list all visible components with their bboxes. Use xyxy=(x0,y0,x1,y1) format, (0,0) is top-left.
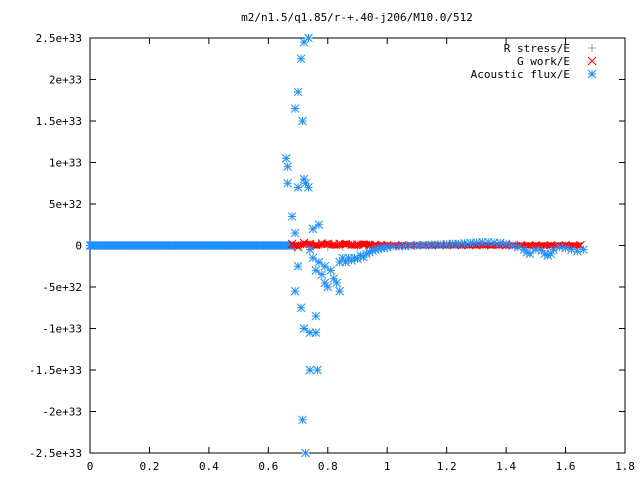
y-axis: 2.5e+33 2e+33 1.5e+33 1e+33 5e+32 0 -5e+32 -1e+… xyxy=(29,32,625,460)
data-point xyxy=(290,286,300,296)
data-point xyxy=(579,245,588,255)
data-point xyxy=(531,245,541,255)
data-point xyxy=(293,183,303,192)
data-point xyxy=(296,54,306,64)
x-tick-label: 0.6 xyxy=(258,460,278,473)
data-point xyxy=(561,243,570,253)
data-point xyxy=(567,245,576,255)
x-axis: 0 0.2 0.4 0.6 0.8 1 1.2 1.4 1.6 1.8 xyxy=(87,38,635,473)
y-tick-label: 1.5e+33 xyxy=(36,115,82,128)
y-tick-label: 1e+33 xyxy=(49,157,82,170)
data-point xyxy=(317,270,327,279)
x-tick-label: 1.6 xyxy=(556,460,576,473)
data-point xyxy=(298,116,307,126)
data-point xyxy=(311,328,321,338)
data-point xyxy=(311,266,321,275)
data-point xyxy=(293,242,303,252)
data-points xyxy=(85,33,588,458)
legend-label: Acoustic flux/E xyxy=(471,68,570,81)
data-point xyxy=(283,162,293,172)
data-point xyxy=(335,286,345,296)
data-point xyxy=(299,324,309,333)
data-point xyxy=(587,69,597,79)
data-point xyxy=(298,415,307,425)
data-point xyxy=(314,257,324,267)
data-point xyxy=(313,365,322,375)
data-point xyxy=(574,241,581,249)
y-tick-label: -1e+33 xyxy=(42,323,82,336)
data-point xyxy=(304,33,313,43)
data-point xyxy=(495,238,505,248)
data-point xyxy=(304,183,313,192)
x-tick-label: 1.4 xyxy=(496,460,516,473)
data-point xyxy=(296,303,306,313)
data-point xyxy=(308,253,318,263)
data-point xyxy=(323,282,333,292)
data-point xyxy=(283,178,293,188)
y-tick-label: 0 xyxy=(75,240,82,253)
data-point xyxy=(287,239,297,249)
data-point xyxy=(436,240,446,250)
x-tick-label: 0.8 xyxy=(318,460,338,473)
y-tick-label: -5e+32 xyxy=(42,281,82,294)
data-point xyxy=(290,228,300,238)
data-point xyxy=(287,212,297,221)
data-point xyxy=(507,241,517,250)
y-tick-label: 2.5e+33 xyxy=(36,32,82,45)
data-point xyxy=(305,245,315,255)
data-point xyxy=(290,104,300,113)
data-point xyxy=(588,44,596,52)
x-tick-label: 1 xyxy=(384,460,391,473)
legend-label: G work/E xyxy=(517,55,570,68)
x-tick-label: 1.2 xyxy=(437,460,457,473)
data-point xyxy=(525,249,535,259)
y-tick-label: 2e+33 xyxy=(49,74,82,87)
data-point xyxy=(314,220,324,230)
data-point xyxy=(311,311,321,321)
data-point xyxy=(326,266,336,275)
data-point xyxy=(281,153,291,163)
x-tick-label: 0.2 xyxy=(140,460,160,473)
y-tick-label: -2e+33 xyxy=(42,406,82,419)
x-tick-label: 1.8 xyxy=(615,460,635,473)
series-acoustic-flux-zero-band xyxy=(85,241,296,250)
data-point xyxy=(501,239,511,249)
series-2 xyxy=(281,33,588,458)
data-point xyxy=(332,278,342,288)
x-tick-label: 0 xyxy=(87,460,94,473)
data-point xyxy=(301,448,310,458)
x-tick-label: 0.4 xyxy=(199,460,219,473)
y-tick-label: -2.5e+33 xyxy=(29,447,82,460)
data-point xyxy=(308,224,318,234)
y-tick-label: -1.5e+33 xyxy=(29,364,82,377)
chart-title: m2/n1.5/q1.85/r-+.40-j206/M10.0/512 xyxy=(241,11,473,24)
data-point xyxy=(293,87,303,97)
y-tick-label: 5e+32 xyxy=(49,198,82,211)
data-point xyxy=(293,261,303,271)
data-point xyxy=(320,261,330,271)
data-point xyxy=(587,56,597,66)
data-point xyxy=(573,246,582,256)
legend-label: R stress/E xyxy=(504,42,570,55)
data-point xyxy=(305,365,315,375)
